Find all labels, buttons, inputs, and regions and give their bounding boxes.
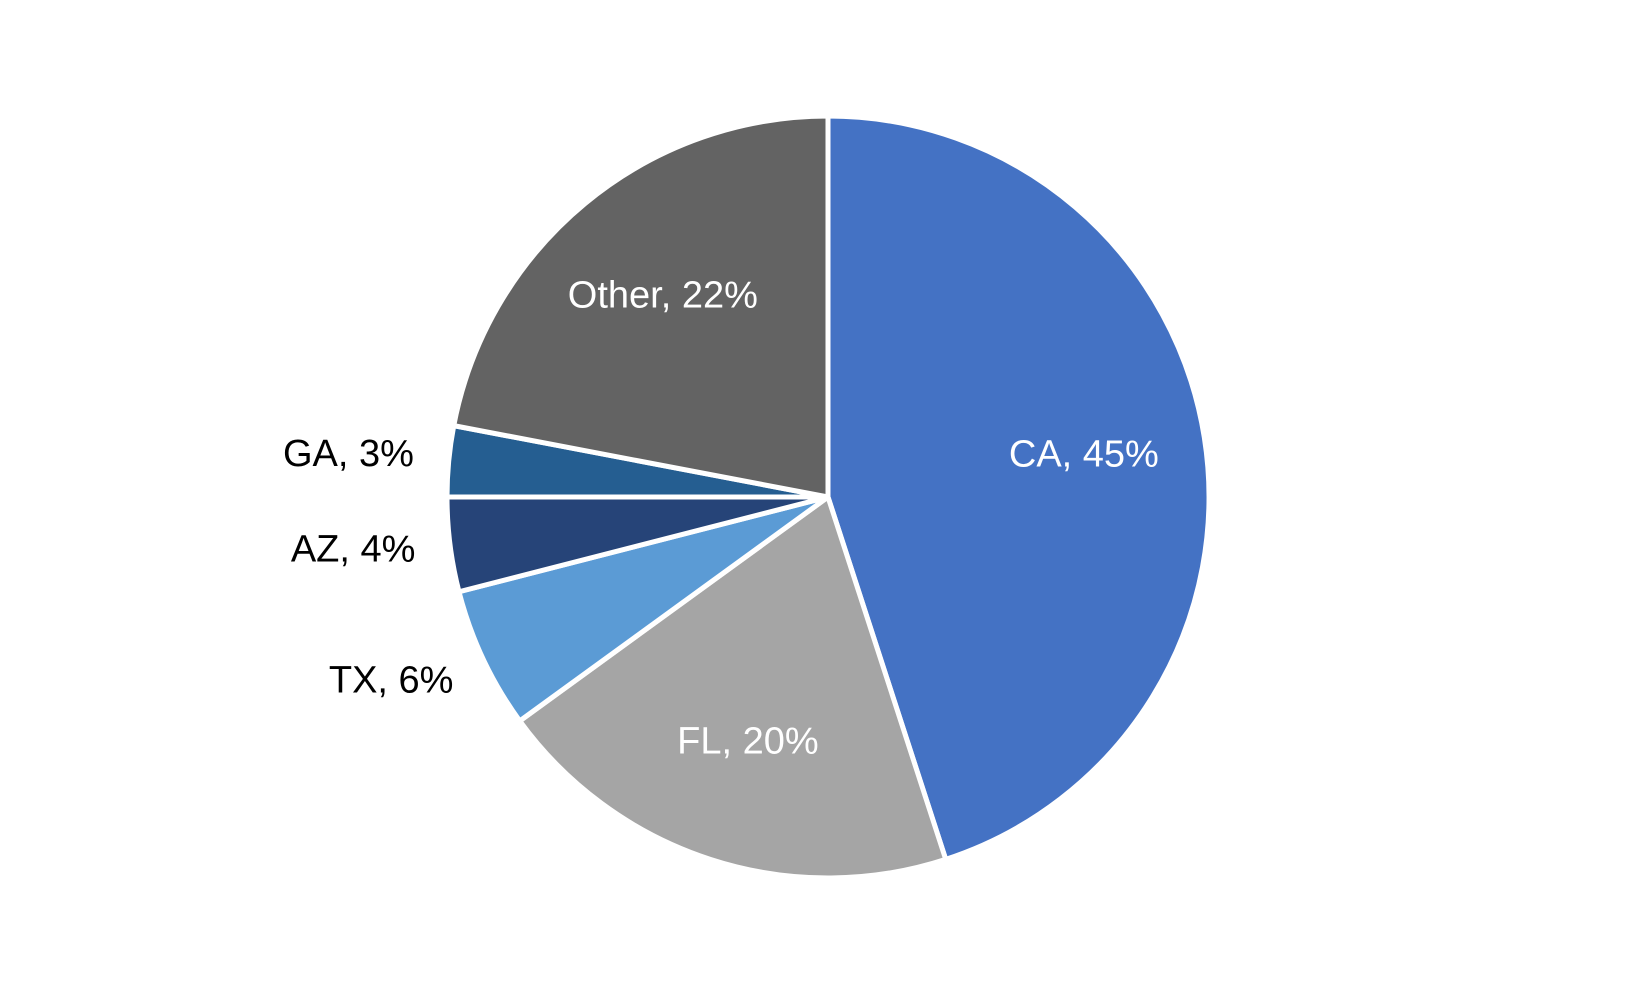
data-label: CA, 45% [1009, 434, 1159, 476]
data-label: AZ, 4% [291, 529, 416, 571]
data-label: FL, 20% [677, 720, 819, 762]
data-label: GA, 3% [283, 433, 414, 475]
pie-slice [517, 494, 949, 881]
pie-slice [825, 113, 1212, 862]
data-label: TX, 6% [329, 660, 454, 702]
pie-slice [451, 113, 831, 500]
pie-slice [456, 494, 831, 724]
data-label: Other, 22% [568, 274, 758, 316]
